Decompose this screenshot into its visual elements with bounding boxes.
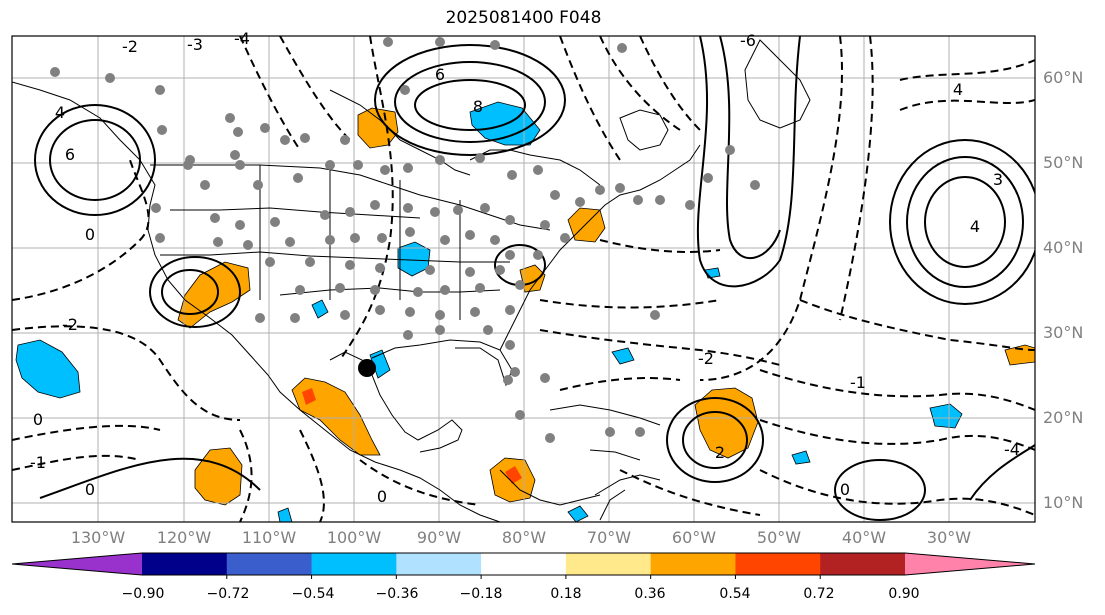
colorbar-outline <box>11 552 1036 576</box>
lon-label-50: 50°W <box>756 528 802 547</box>
lon-label-30: 30°W <box>926 528 972 547</box>
map-frame <box>11 35 1036 523</box>
colorbar-tick-9: 0.90 <box>888 586 920 602</box>
colorbar-tick-8: 0.72 <box>803 586 835 602</box>
colorbar-swatch <box>311 553 397 575</box>
colorbar-tick-2: −0.54 <box>291 586 335 602</box>
lon-label-60: 60°W <box>671 528 717 547</box>
contour-label-o: -1 <box>850 373 866 392</box>
positive-contours <box>34 36 1035 521</box>
contour-label-s: 4 <box>953 80 963 99</box>
colorbar-tick-0: −0.90 <box>121 586 165 602</box>
colorbar-extend-high <box>905 553 1035 575</box>
colorbar-swatch <box>650 553 736 575</box>
colorbar-tick-1: −0.72 <box>206 586 250 602</box>
lon-label-110: 110°W <box>241 528 297 547</box>
contour-label-b: 6 <box>435 65 445 84</box>
contour-label-k: 0 <box>85 225 95 244</box>
colorbar-swatch <box>481 553 567 575</box>
strong-positive-anomaly-shading <box>302 388 522 484</box>
colorbar <box>11 552 1036 579</box>
colorbar-swatch <box>226 553 313 575</box>
lon-label-80: 80°W <box>501 528 547 547</box>
contour-label-l: -2 <box>62 315 78 334</box>
lat-label-20: 20°N <box>1043 408 1084 427</box>
contour-label-e: 6 <box>65 145 75 164</box>
lat-label-40: 40°N <box>1043 238 1084 257</box>
contour-label-f: 4 <box>55 103 65 122</box>
lat-label-30: 30°N <box>1043 323 1084 342</box>
map-title: 2025081400 F048 <box>445 8 602 28</box>
contour-label-u: -4 <box>1004 440 1020 459</box>
colorbar-swatch <box>735 553 821 575</box>
contour-label-t: -6 <box>740 31 756 50</box>
contour-label-h: 0 <box>85 480 95 499</box>
lon-label-120: 120°W <box>156 528 212 547</box>
colorbar-swatch <box>396 553 482 575</box>
contour-label-p: -2 <box>122 37 138 56</box>
storm-center-marker <box>358 359 376 377</box>
colorbar-swatch <box>565 553 652 575</box>
lon-label-40: 40°W <box>841 528 887 547</box>
lon-label-90: 90°W <box>416 528 462 547</box>
lat-label-50: 50°N <box>1043 153 1084 172</box>
lat-label-10: 10°N <box>1043 493 1084 512</box>
colorbar-swatch <box>820 553 906 575</box>
colorbar-tick-6: 0.36 <box>634 586 666 602</box>
colorbar-tick-5: 0.18 <box>550 586 582 602</box>
colorbar-swatch <box>142 553 228 575</box>
contour-label-r: -4 <box>234 29 250 48</box>
contour-label-i: 0 <box>377 487 387 506</box>
contour-label-a: 8 <box>473 97 483 116</box>
station-markers <box>50 37 760 443</box>
contour-label-n: -1 <box>30 453 46 472</box>
lat-label-60: 60°N <box>1043 68 1084 87</box>
colorbar-tick-4: −0.18 <box>459 586 503 602</box>
contour-label-j: 0 <box>840 480 850 499</box>
contour-label-v: 0 <box>33 410 43 429</box>
contour-label-m: -2 <box>698 349 714 368</box>
lon-label-130: 130°W <box>70 528 126 547</box>
lon-label-70: 70°W <box>586 528 632 547</box>
negative-contours <box>12 36 1035 522</box>
colorbar-extend-low <box>12 553 142 575</box>
colorbar-tick-7: 0.54 <box>719 586 751 602</box>
contour-label-g: 2 <box>715 443 725 462</box>
colorbar-tick-3: −0.36 <box>375 586 419 602</box>
contour-label-q: -3 <box>187 35 203 54</box>
contour-label-c: 4 <box>970 217 980 236</box>
contour-label-d: 3 <box>993 170 1003 189</box>
lon-label-100: 100°W <box>326 528 382 547</box>
